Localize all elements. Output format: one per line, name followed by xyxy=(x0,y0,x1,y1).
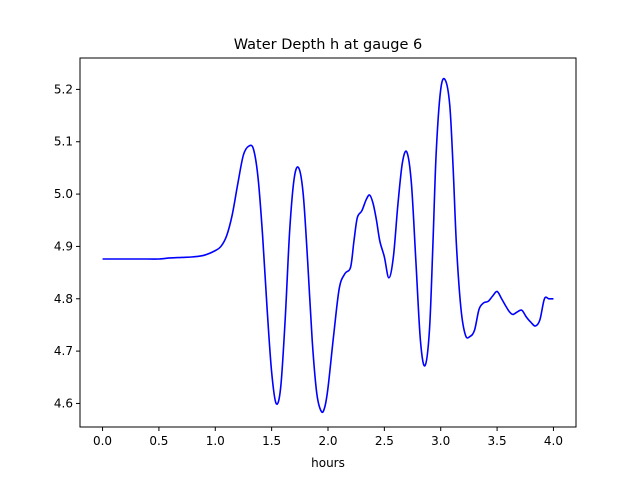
x-tick-label: 1.5 xyxy=(262,434,281,448)
x-tick-label: 1.0 xyxy=(206,434,225,448)
y-tick-label: 4.9 xyxy=(54,239,73,253)
y-tick-label: 4.7 xyxy=(54,344,73,358)
y-tick-label: 4.6 xyxy=(54,396,73,410)
y-tick-label: 5.1 xyxy=(54,135,73,149)
plot-area-frame xyxy=(79,57,577,428)
y-tick-label: 5.2 xyxy=(54,82,73,96)
y-axis-ticks: 4.6 4.7 4.8 4.9 5.0 5.1 5.2 xyxy=(54,82,80,410)
x-tick-label: 2.0 xyxy=(318,434,337,448)
x-tick-label: 4.0 xyxy=(544,434,563,448)
y-tick-label: 4.8 xyxy=(54,292,73,306)
series-layer xyxy=(102,77,554,414)
x-tick-label: 3.5 xyxy=(488,434,507,448)
x-tick-label: 0.5 xyxy=(149,434,168,448)
x-axis-ticks: 0.0 0.5 1.0 1.5 2.0 2.5 3.0 3.5 4.0 xyxy=(93,427,563,448)
x-tick-label: 3.0 xyxy=(431,434,450,448)
x-tick-label: 2.5 xyxy=(375,434,394,448)
x-tick-label: 0.0 xyxy=(93,434,112,448)
x-axis-label: hours xyxy=(311,456,345,470)
series-line xyxy=(102,77,554,414)
y-tick-label: 5.0 xyxy=(54,187,73,201)
chart-title: Water Depth h at gauge 6 xyxy=(234,37,422,53)
